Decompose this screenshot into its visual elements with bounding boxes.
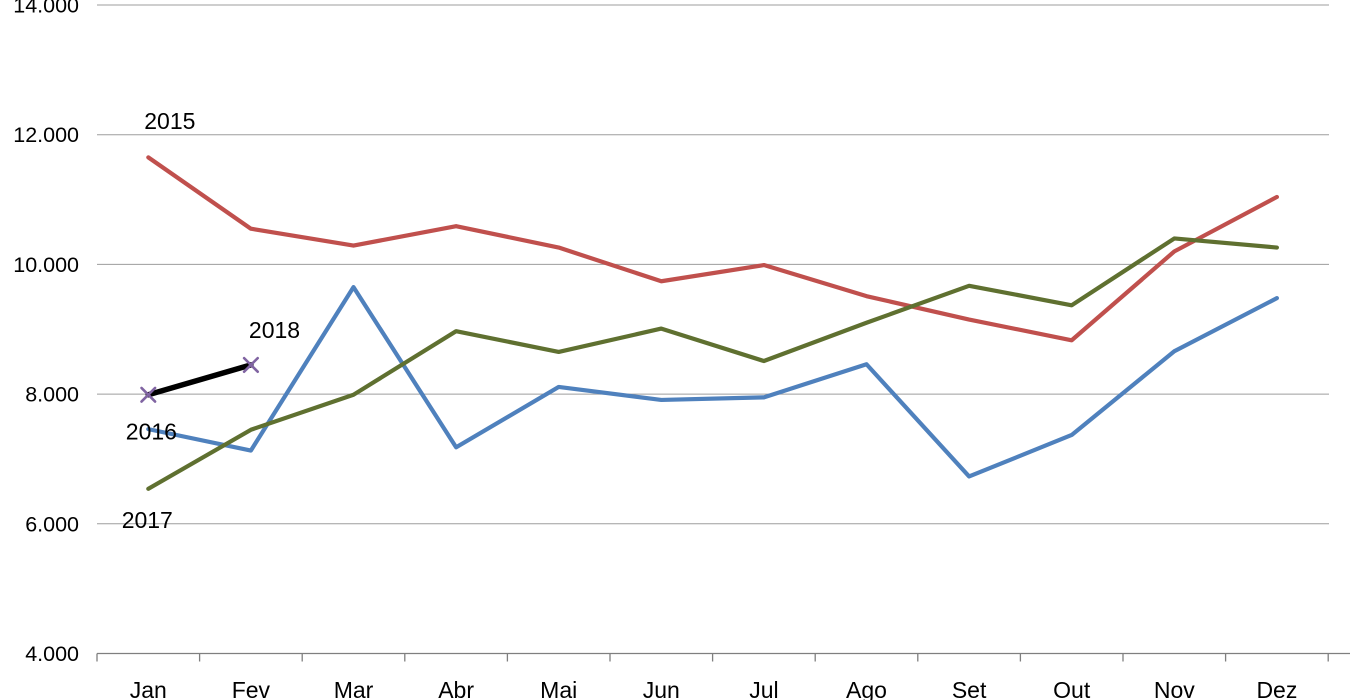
series-line-2015 bbox=[146, 155, 1280, 343]
x-axis-label: Out bbox=[1053, 677, 1091, 700]
series-line-2018 bbox=[145, 362, 254, 398]
x-axis-label: Ago bbox=[846, 677, 887, 700]
y-axis-label: 4.000 bbox=[25, 642, 79, 666]
series-label-2018: 2018 bbox=[249, 317, 300, 343]
x-axis-label: Mai bbox=[540, 677, 577, 700]
series-line-2017 bbox=[146, 236, 1280, 491]
y-axis-label: 8.000 bbox=[25, 383, 79, 407]
series-line-2016 bbox=[146, 284, 1280, 479]
x-axis-label: Mar bbox=[334, 677, 374, 700]
series-label-2015: 2015 bbox=[144, 108, 195, 134]
x-axis-label: Jul bbox=[749, 677, 778, 700]
x-axis-label: Abr bbox=[438, 677, 474, 700]
x-axis-label: Jun bbox=[643, 677, 680, 700]
x-axis-label: Fev bbox=[232, 677, 271, 700]
x-axis-label: Jan bbox=[130, 677, 167, 700]
series-label-2016: 2016 bbox=[126, 419, 177, 445]
x-axis-label: Nov bbox=[1154, 677, 1195, 700]
y-axis-label: 14.000 bbox=[13, 0, 79, 18]
x-marker bbox=[242, 356, 260, 374]
series-label-2017: 2017 bbox=[122, 507, 173, 533]
x-marker bbox=[140, 386, 157, 403]
y-axis-label: 10.000 bbox=[13, 253, 79, 277]
y-axis-label: 12.000 bbox=[13, 123, 79, 147]
x-axis-label: Set bbox=[952, 677, 987, 700]
x-axis-label: Dez bbox=[1256, 677, 1297, 700]
y-axis-label: 6.000 bbox=[25, 512, 79, 536]
